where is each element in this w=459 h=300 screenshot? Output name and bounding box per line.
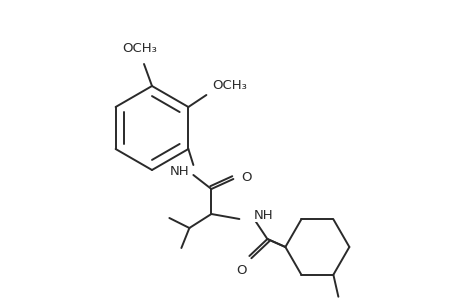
Text: OCH₃: OCH₃ — [212, 79, 246, 92]
Text: NH: NH — [253, 208, 272, 221]
Text: NH: NH — [169, 164, 189, 178]
Text: O: O — [235, 264, 246, 277]
Text: OCH₃: OCH₃ — [122, 42, 157, 55]
Text: O: O — [241, 170, 252, 184]
